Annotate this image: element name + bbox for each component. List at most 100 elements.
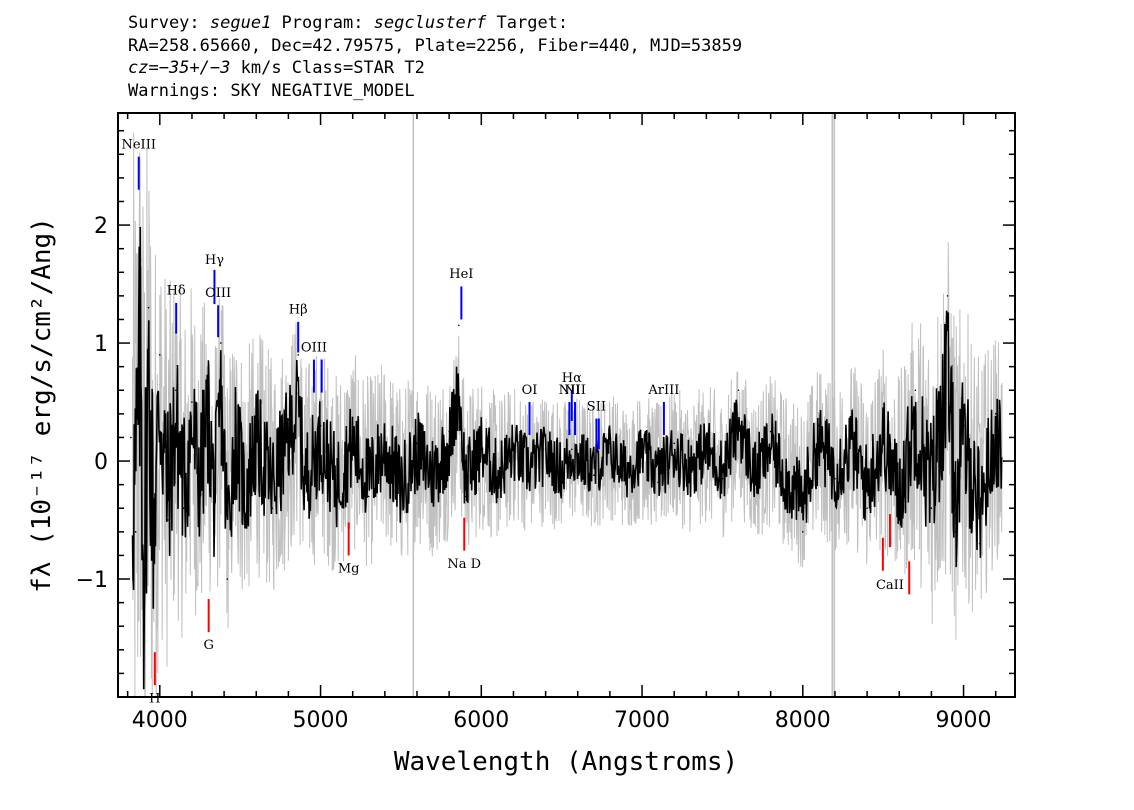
flux-point [234,413,237,415]
flux-point [400,507,402,510]
emission-line-label: Hδ [167,284,186,299]
flux-point [721,477,724,480]
flux-point [134,531,137,533]
flux-point [147,306,150,309]
flux-point [416,442,418,445]
flux-point [191,401,193,403]
flux-point [866,507,868,510]
flux-point [207,377,209,380]
emission-line-label: OIII [301,340,327,355]
flux-point [183,507,185,510]
y-tick-label: −1 [76,568,108,593]
emission-line-label: Hα [562,371,582,386]
header-line-warnings: Warnings: SKY NEGATIVE_MODEL [128,80,415,101]
plot-frame [117,112,1016,698]
flux-point [384,436,386,439]
flux-point [457,324,460,327]
flux-point [152,566,155,569]
flux-point [271,507,274,510]
flux-point [199,495,201,498]
flux-point [319,424,322,427]
flux-point [213,531,216,533]
cz-label: cz [128,58,149,78]
header-line-survey: Survey: segue1 Program: segclusterf Targ… [128,12,1028,35]
flux-point [335,501,338,504]
flux-point [158,354,161,356]
survey-label: Survey: [128,13,210,33]
y-tick-label: 0 [94,450,108,475]
y-axis-label: fλ (10⁻¹⁷ erg/s/cm²/Ang) [27,217,57,593]
x-tick-label: 7000 [614,708,670,733]
emission-line-label: HeI [449,267,473,282]
flux-point [673,442,676,445]
absorption-line-label: G [203,638,213,653]
emission-line-label: Hγ [205,253,224,268]
x-tick-label: 6000 [453,708,509,733]
flux-point [512,442,515,445]
flux-point [560,477,563,480]
flux-point [946,295,949,297]
flux-point [351,430,354,433]
x-tick-label: 5000 [293,708,349,733]
flux-point [448,430,450,433]
flux-point [705,436,708,439]
cz-value: =−35+/−3 [148,58,231,78]
x-tick-label: 9000 [936,708,992,733]
program-label: Program: [271,13,374,33]
flux-point [689,472,692,474]
flux-point [244,519,246,521]
flux-point [818,424,820,427]
x-axis-label: Wavelength (Angstroms) [394,747,738,777]
error-trace [132,132,1003,698]
sky-lines [412,113,835,697]
flux-point [641,446,643,448]
flux-point [571,448,573,451]
flux-point [994,413,997,415]
flux-point [297,354,300,356]
flux-point [898,519,901,521]
flux-point [496,483,499,486]
error-band [132,132,1003,698]
flux-point [139,259,142,262]
flux-point [255,424,258,427]
flux-point [303,495,306,498]
flux-point [287,418,290,421]
flux-point [367,495,370,498]
flux-point [175,389,177,392]
flux-point [802,531,804,533]
emission-line-label: NeIII [121,137,155,152]
y-tick-label: 2 [94,214,108,239]
survey-value: segue1 [209,13,272,33]
header-line-redshift: cz=−35+/−3 km/s Class=STAR T2 [128,57,1028,80]
flux-point [226,578,229,580]
emission-line-label: ArIII [647,383,679,398]
flux-series [130,226,1005,690]
flux-point [737,389,740,392]
flux-point [657,481,659,484]
emission-line-label: OI [522,383,538,398]
absorption-line-label: H [149,691,160,706]
flux-point [785,495,788,498]
y-tick-label: 1 [94,332,108,357]
flux-point [914,389,917,392]
spectrum-header: Survey: segue1 Program: segclusterf Targ… [128,12,1028,102]
target-label: Target: [486,13,569,33]
flux-point [220,342,222,344]
absorption-line-label: Na D [447,557,481,572]
flux-point [625,477,627,480]
flux-point [834,477,836,480]
emission-line-label: SII [587,399,606,414]
emission-line-label: OIII [205,286,231,301]
x-tick-label: 8000 [775,708,831,733]
header-line-coords: RA=258.65660, Dec=42.79575, Plate=2256, … [128,35,743,56]
flux-point [769,430,772,433]
flux-point [954,531,957,533]
flux-trace [131,226,1003,690]
flux-point [167,519,169,521]
emission-line-label: Hβ [289,303,308,318]
absorption-line-label: Mg [338,562,360,577]
cz-unit-class: km/s Class=STAR T2 [230,58,425,78]
flux-point [576,454,579,456]
flux-point [609,442,611,445]
flux-point [930,507,933,510]
